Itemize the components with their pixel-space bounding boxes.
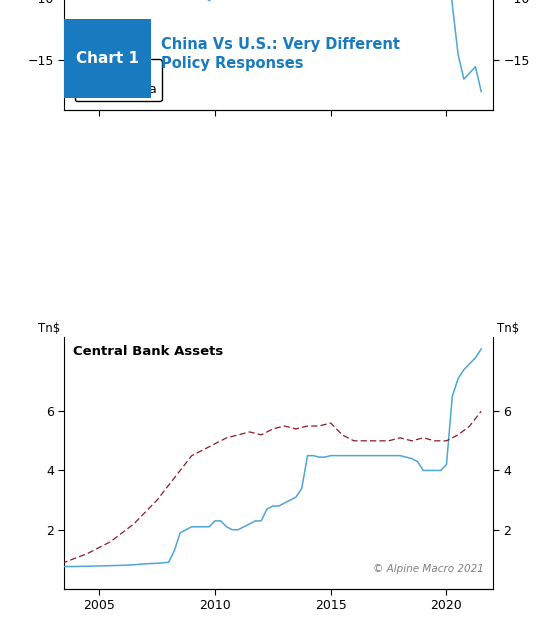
Text: Tn$: Tn$ [38,321,60,335]
Text: China Vs U.S.: Very Different
Policy Responses: China Vs U.S.: Very Different Policy Res… [161,37,400,71]
Text: Central Bank Assets: Central Bank Assets [73,345,223,358]
Text: Chart 1: Chart 1 [76,51,139,66]
Text: Tn$: Tn$ [497,321,519,335]
Text: © Alpine Macro 2021: © Alpine Macro 2021 [374,564,484,574]
Legend: U.S., China: U.S., China [75,59,162,101]
